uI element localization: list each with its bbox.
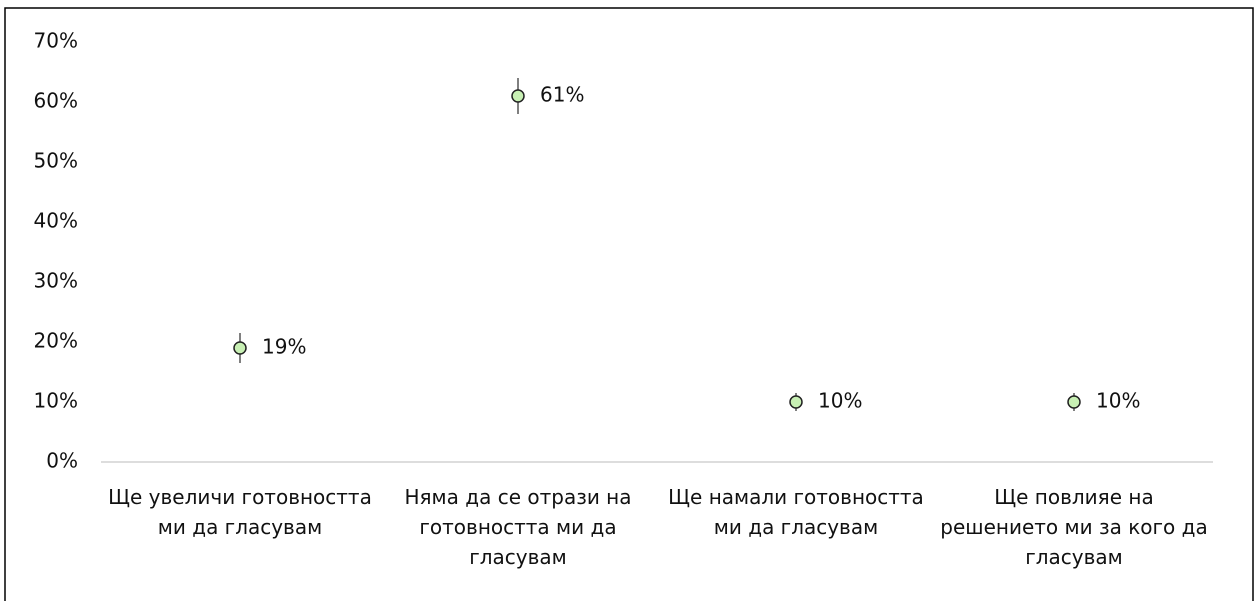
value-label: 10% [818, 389, 862, 413]
value-label: 61% [540, 83, 584, 107]
value-label: 10% [1096, 389, 1140, 413]
y-tick-label: 20% [34, 329, 78, 353]
dot [511, 89, 525, 103]
dot [789, 395, 803, 409]
y-tick-label: 70% [34, 29, 78, 53]
x-tick-label: Няма да се отрази на готовността ми да г… [404, 485, 632, 569]
x-tick-label: Ще увеличи готовността ми да гласувам [108, 485, 372, 539]
y-tick-label: 50% [34, 149, 78, 173]
x-tick-label: Ще повлияе на решението ми за кого да гл… [940, 485, 1208, 569]
frame [4, 7, 1254, 601]
y-tick-label: 0% [46, 449, 78, 473]
y-tick-label: 30% [34, 269, 78, 293]
y-tick-label: 40% [34, 209, 78, 233]
dot [233, 341, 247, 355]
value-label: 19% [262, 335, 306, 359]
dot [1067, 395, 1081, 409]
y-tick-label: 60% [34, 89, 78, 113]
y-tick-label: 10% [34, 389, 78, 413]
x-tick-label: Ще намали готовността ми да гласувам [668, 485, 924, 539]
